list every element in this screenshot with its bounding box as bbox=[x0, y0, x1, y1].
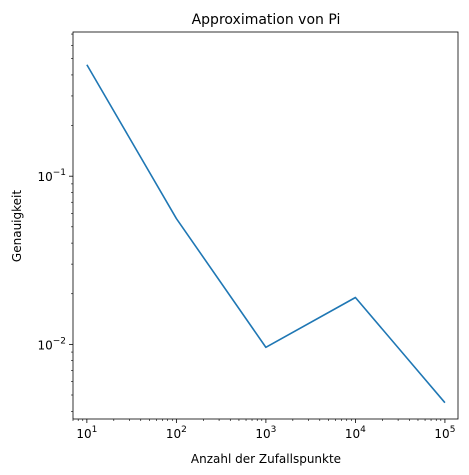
tick-exponent: 3 bbox=[271, 425, 277, 435]
plot-frame bbox=[72, 31, 459, 420]
chart-title: Approximation von Pi bbox=[192, 12, 341, 28]
tick-exponent: −2 bbox=[53, 336, 66, 346]
series-line bbox=[86, 64, 446, 404]
tick-exponent: 1 bbox=[92, 425, 98, 435]
y-tick-label: 10−2 bbox=[37, 336, 66, 352]
tick-base: 10 bbox=[255, 427, 270, 441]
tick-base: 10 bbox=[37, 170, 52, 184]
tick-base: 10 bbox=[345, 427, 360, 441]
tick-exponent: 2 bbox=[181, 425, 187, 435]
tick-exponent: 5 bbox=[450, 425, 456, 435]
x-tick-label: 101 bbox=[76, 425, 97, 441]
x-tick-label: 102 bbox=[166, 425, 187, 441]
y-tick-label: 10−1 bbox=[37, 168, 66, 184]
x-axis-label: Anzahl der Zufallspunkte bbox=[191, 452, 341, 466]
tick-base: 10 bbox=[434, 427, 449, 441]
y-axis: 10−110−2 bbox=[37, 33, 73, 412]
x-tick-label: 103 bbox=[255, 425, 276, 441]
x-tick-label: 104 bbox=[345, 425, 366, 441]
tick-exponent: 4 bbox=[360, 425, 366, 435]
series-group bbox=[86, 64, 446, 404]
x-axis: 101 102 103 104 105 bbox=[72, 419, 455, 441]
tick-base: 10 bbox=[166, 427, 181, 441]
tick-base: 10 bbox=[37, 338, 52, 352]
tick-exponent: −1 bbox=[53, 168, 66, 178]
tick-base: 10 bbox=[76, 427, 91, 441]
x-tick-label: 105 bbox=[434, 425, 455, 441]
y-axis-label: Genauigkeit bbox=[10, 190, 24, 262]
